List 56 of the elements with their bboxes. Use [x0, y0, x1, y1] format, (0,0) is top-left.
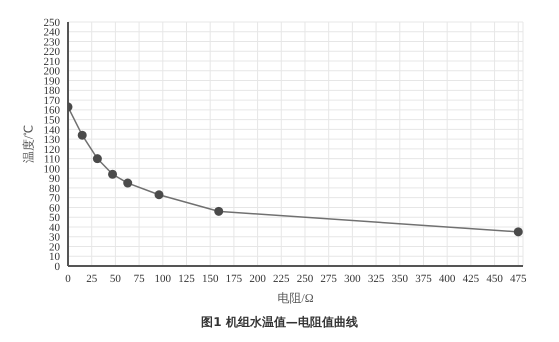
y-tick-label: 80 [49, 182, 60, 195]
y-axis-title: 温度/℃ [21, 124, 36, 164]
y-tick-label: 150 [44, 114, 60, 127]
y-tick-label: 180 [44, 85, 60, 98]
x-tick-label: 100 [154, 272, 172, 285]
y-tick-label: 0 [54, 260, 60, 273]
y-tick-label: 190 [44, 75, 60, 88]
y-tick-label: 130 [44, 134, 60, 146]
x-tick-label: 50 [110, 272, 122, 285]
y-tick-label: 50 [49, 212, 60, 224]
x-tick-label: 450 [486, 272, 504, 285]
y-tick-label: 250 [44, 16, 60, 29]
y-tick-label: 240 [44, 26, 60, 39]
x-tick-label: 425 [462, 272, 480, 285]
x-tick-label: 325 [368, 272, 385, 285]
x-tick-label: 375 [415, 272, 432, 285]
y-tick-label: 140 [44, 124, 60, 136]
x-tick-label: 225 [273, 272, 290, 285]
point [514, 227, 523, 236]
y-tick-label: 30 [49, 232, 60, 244]
point [123, 178, 132, 188]
x-tick-label: 125 [178, 272, 196, 285]
y-tick-label: 110 [44, 154, 60, 166]
y-tick-label: 220 [44, 46, 60, 58]
x-tick-label: 275 [320, 272, 338, 285]
x-tick-label: 350 [392, 272, 409, 285]
y-tick-label: 160 [44, 104, 60, 117]
y-tick-label: 60 [49, 202, 60, 214]
point [108, 170, 118, 179]
x-axis-title: 电阻/Ω [277, 291, 314, 305]
y-tick-label: 40 [49, 222, 60, 234]
x-tick-label: 150 [202, 272, 219, 285]
x-tick-label: 175 [226, 272, 243, 285]
y-tick-label: 100 [44, 163, 60, 176]
y-tick-label: 230 [44, 36, 60, 48]
y-tick-label: 120 [44, 144, 60, 156]
point [154, 190, 164, 200]
x-tick-label: 400 [438, 272, 456, 285]
y-tick-label: 20 [49, 241, 60, 254]
y-tick-label: 10 [49, 251, 60, 264]
point [214, 206, 224, 216]
y-tick-label: 70 [49, 192, 60, 205]
y-tick-label: 170 [44, 94, 60, 107]
x-tick-label: 25 [86, 272, 98, 285]
x-tick-label: 75 [134, 272, 146, 285]
y-tick-label: 90 [49, 173, 60, 186]
point [78, 130, 87, 140]
x-tick-label: 200 [249, 272, 266, 285]
point [92, 154, 102, 164]
text: 图1 机组水温值—电阻值曲线 [200, 314, 359, 331]
x-tick-label: 250 [296, 272, 314, 285]
y-tick-label: 210 [44, 56, 60, 68]
x-tick-label: 475 [510, 272, 528, 285]
x-tick-label: 0 [65, 272, 72, 285]
y-tick-label: 200 [44, 66, 60, 78]
x-tick-label: 300 [344, 272, 362, 285]
